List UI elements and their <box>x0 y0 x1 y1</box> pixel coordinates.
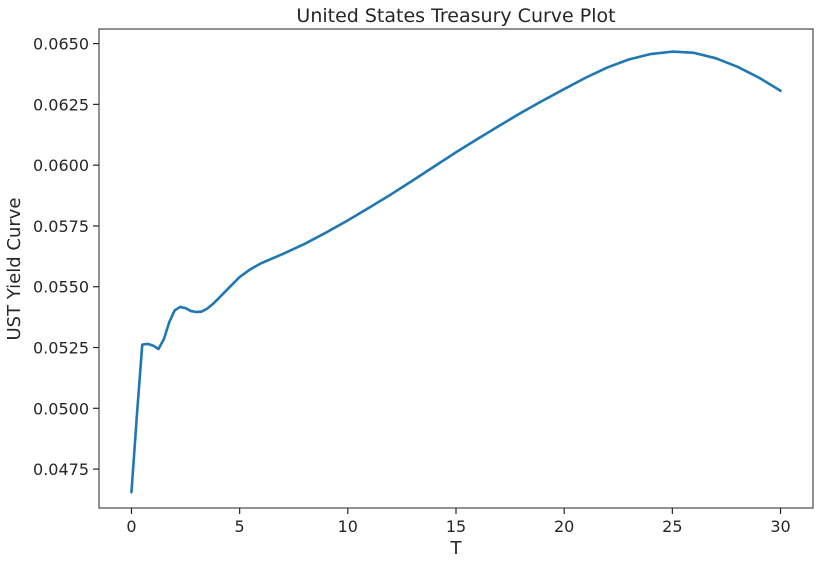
y-tick-label: 0.0475 <box>33 460 89 479</box>
y-tick-label: 0.0550 <box>33 278 89 297</box>
y-tick-label: 0.0650 <box>33 35 89 54</box>
x-tick-label: 20 <box>554 517 574 536</box>
x-tick-label: 15 <box>446 517 466 536</box>
x-tick-label: 30 <box>770 517 790 536</box>
y-tick-label: 0.0500 <box>33 399 89 418</box>
x-tick-label: 25 <box>662 517 682 536</box>
y-tick-label: 0.0625 <box>33 95 89 114</box>
plot-area <box>98 28 814 509</box>
y-tick-label: 0.0525 <box>33 339 89 358</box>
x-tick-label: 0 <box>126 517 136 536</box>
series-line-0 <box>130 50 782 494</box>
y-tick-label: 0.0600 <box>33 156 89 175</box>
chart-title: United States Treasury Curve Plot <box>296 5 615 27</box>
y-axis: 0.0475 0.0500 0.0525 0.0550 0.0575 0.0600 0.06… <box>33 35 99 479</box>
x-axis-label: T <box>450 538 463 559</box>
x-tick-label: 10 <box>338 517 358 536</box>
x-tick-label: 5 <box>235 517 245 536</box>
y-axis-label: UST Yield Curve <box>4 198 25 341</box>
plot-frame <box>98 28 814 509</box>
x-axis: 0 5 10 15 20 25 30 <box>126 508 791 536</box>
y-tick-label: 0.0575 <box>33 217 89 236</box>
